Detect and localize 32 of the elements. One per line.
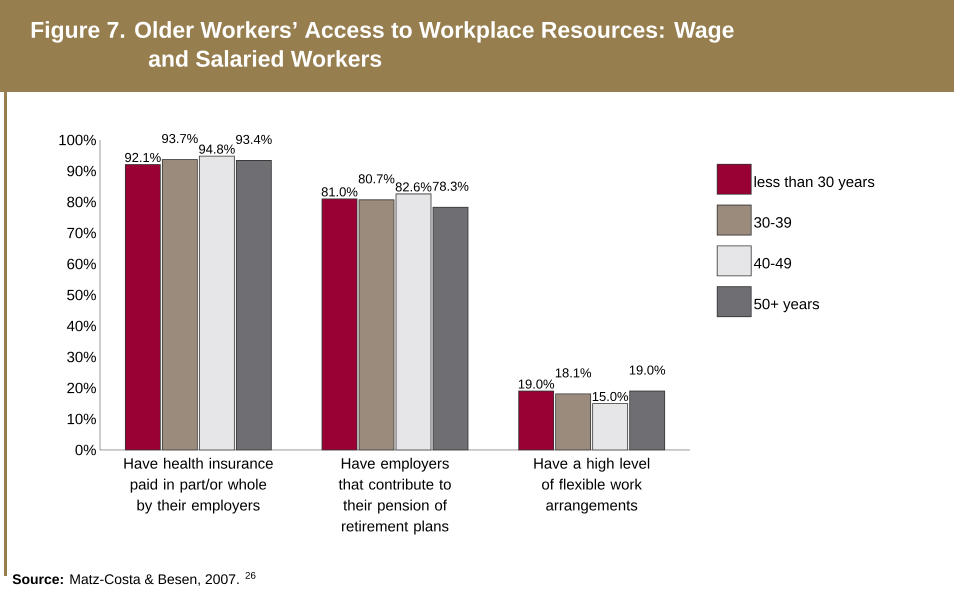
data-label: 15.0% bbox=[592, 392, 628, 402]
data-label: 19.0% bbox=[518, 380, 554, 389]
y-tick-label: 100% bbox=[59, 134, 96, 146]
data-label: 82.6% bbox=[396, 182, 432, 192]
legend-label: less than 30 years bbox=[754, 176, 874, 190]
legend-label: 30-39 bbox=[754, 217, 792, 228]
y-tick-label: 10% bbox=[68, 414, 96, 424]
data-label: 81.0% bbox=[322, 187, 358, 196]
legend-label: 40-49 bbox=[754, 258, 792, 268]
y-tick-label: 90% bbox=[67, 166, 96, 176]
data-label: 18.1% bbox=[556, 368, 592, 378]
data-label: 19.0% bbox=[630, 366, 666, 375]
y-tick-label: 30% bbox=[67, 352, 96, 362]
text: Source: Matz-Costa & Besen, 2007. $^{26}$ bbox=[12, 572, 256, 586]
x-tick-label: Have health insurance paid in part/or whole by their employers bbox=[124, 458, 273, 514]
chart-title: Figure 7. Older Workers’ Access to Workplace Resources: Wage and Salaried Workers bbox=[32, 21, 734, 67]
y-tick-label: 20% bbox=[67, 382, 96, 394]
y-tick-label: 60% bbox=[67, 258, 96, 270]
data-label: 94.8% bbox=[199, 144, 235, 154]
y-tick-label: 0% bbox=[75, 444, 96, 456]
y-tick-label: 50% bbox=[67, 290, 96, 300]
data-label: 93.7% bbox=[162, 134, 198, 144]
y-tick-label: 70% bbox=[67, 228, 96, 238]
x-tick-label: Have employers that contribute to their pension of retirement plans bbox=[338, 458, 451, 534]
y-tick-label: 40% bbox=[66, 320, 96, 332]
data-label: 92.1% bbox=[125, 152, 161, 162]
data-label: 93.4% bbox=[236, 134, 272, 144]
x-tick-label: Have a high level of flexible work arrangements bbox=[534, 458, 650, 514]
y-tick-label: 80% bbox=[67, 196, 96, 208]
legend-label: 50+ years bbox=[754, 298, 820, 312]
data-label: 80.7% bbox=[358, 174, 394, 184]
data-label: 78.3% bbox=[432, 182, 468, 191]
